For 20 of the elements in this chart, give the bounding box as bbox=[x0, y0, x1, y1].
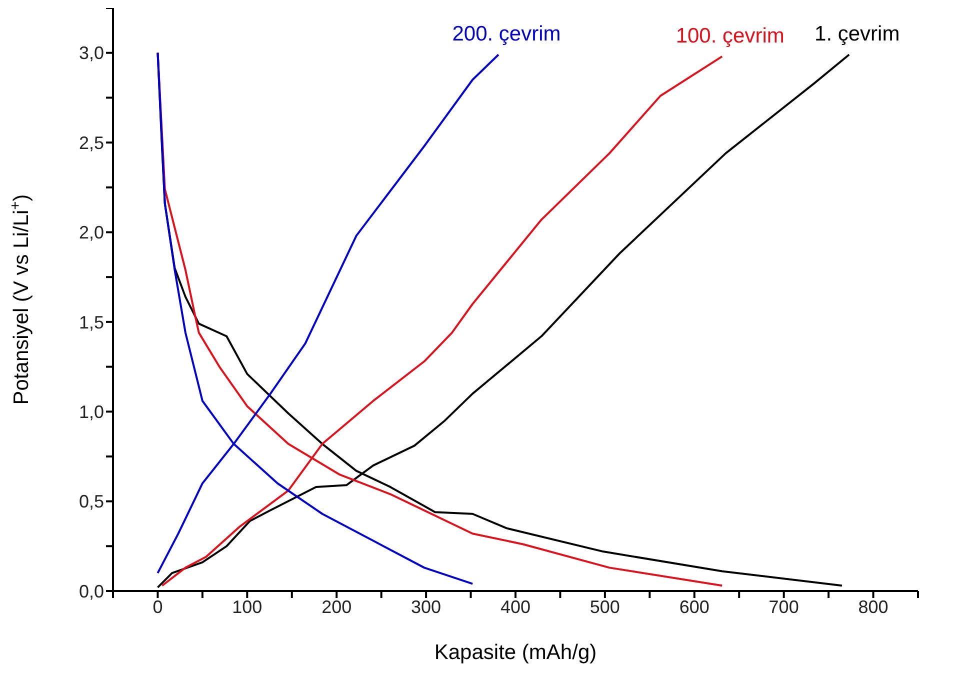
y-tick-label: 2,5 bbox=[78, 132, 104, 153]
y-tick-label: 2,0 bbox=[78, 222, 104, 243]
x-tick-label: 0 bbox=[152, 596, 163, 617]
series-label: 100. çevrim bbox=[676, 24, 784, 48]
x-tick-label: 600 bbox=[679, 596, 710, 617]
x-tick-label: 500 bbox=[590, 596, 620, 617]
x-axis-title: Kapasite (mAh/g) bbox=[434, 641, 597, 664]
x-tick-label: 700 bbox=[768, 596, 799, 617]
series-label: 200. çevrim bbox=[452, 22, 561, 46]
x-tick-label: 200 bbox=[322, 596, 352, 617]
y-tick-label: 0,5 bbox=[78, 492, 104, 512]
y-tick-label: 3,0 bbox=[78, 43, 104, 64]
series-label: 1. çevrim bbox=[814, 22, 900, 46]
y-tick-label: 0,0 bbox=[78, 581, 104, 602]
x-tick-label: 100 bbox=[232, 596, 262, 617]
x-tick-label: 800 bbox=[858, 596, 888, 617]
y-tick-label: 1,5 bbox=[78, 312, 104, 332]
x-tick-label: 400 bbox=[500, 596, 531, 617]
y-tick-label: 1,0 bbox=[78, 402, 104, 422]
x-tick-label: 300 bbox=[411, 596, 442, 617]
